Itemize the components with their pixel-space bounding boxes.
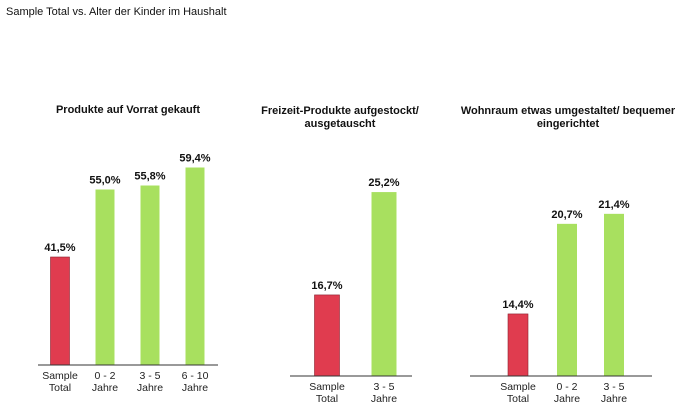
data-label: 14,4% bbox=[502, 299, 533, 311]
bar bbox=[95, 189, 115, 365]
data-label: 55,0% bbox=[89, 175, 120, 187]
data-label: 20,7% bbox=[551, 209, 582, 221]
chart-title-2: Freizeit-Produkte aufgestockt/ ausgetaus… bbox=[261, 105, 419, 130]
category-label: Total bbox=[316, 393, 338, 405]
data-label: 21,4% bbox=[598, 199, 629, 211]
category-label: 3 - 5 bbox=[139, 370, 160, 382]
data-label: 25,2% bbox=[368, 177, 399, 189]
page-header: Sample Total vs. Alter der Kinder im Hau… bbox=[6, 6, 227, 18]
category-label: Jahre bbox=[601, 393, 627, 405]
category-label: 3 - 5 bbox=[373, 381, 394, 393]
bar bbox=[604, 213, 624, 376]
category-label: Sample bbox=[42, 370, 78, 382]
data-label: 59,4% bbox=[179, 153, 210, 165]
category-label: Sample bbox=[500, 381, 536, 393]
bar bbox=[314, 294, 340, 377]
chart-title-1: Produkte auf Vorrat gekauft bbox=[55, 104, 201, 116]
data-label: 16,7% bbox=[311, 280, 342, 292]
bar bbox=[140, 185, 160, 365]
category-label: Jahre bbox=[182, 382, 208, 394]
category-label: Jahre bbox=[554, 393, 580, 405]
category-label: Sample bbox=[309, 381, 345, 393]
category-label: Total bbox=[49, 382, 71, 394]
category-label: Total bbox=[507, 393, 529, 405]
bar bbox=[50, 256, 70, 366]
bar bbox=[185, 167, 205, 365]
category-label: Jahre bbox=[137, 382, 163, 394]
data-label: 41,5% bbox=[44, 242, 75, 254]
bar bbox=[371, 192, 397, 376]
data-label: 55,8% bbox=[134, 171, 165, 183]
category-label: Jahre bbox=[371, 393, 397, 405]
chart-title-3: Wohnraum etwas umgestaltet/ bequemer ein… bbox=[460, 105, 676, 130]
category-label: Jahre bbox=[92, 382, 118, 394]
bar bbox=[557, 223, 577, 376]
category-label: 3 - 5 bbox=[603, 381, 624, 393]
category-label: 0 - 2 bbox=[94, 370, 115, 382]
category-label: 0 - 2 bbox=[556, 381, 577, 393]
bar bbox=[507, 313, 529, 377]
category-label: 6 - 10 bbox=[182, 370, 209, 382]
